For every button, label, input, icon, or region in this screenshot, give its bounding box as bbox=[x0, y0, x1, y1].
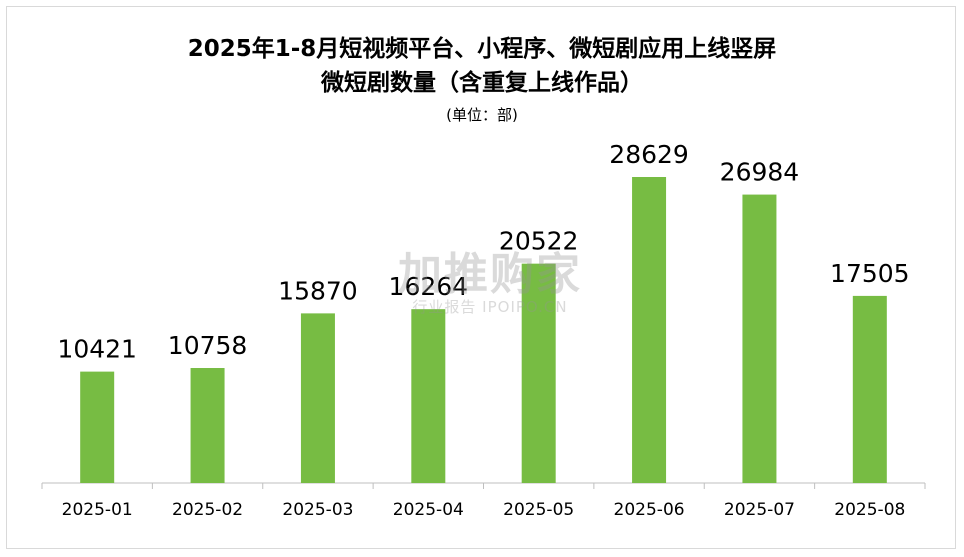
unit-label: (单位：部) bbox=[446, 106, 518, 124]
data-label: 15870 bbox=[278, 276, 358, 305]
x-tick-label: 2025-08 bbox=[834, 500, 905, 520]
data-label: 28629 bbox=[609, 140, 689, 169]
data-label: 20522 bbox=[499, 227, 579, 256]
chart-title-line1: 2025年1-8月短视频平台、小程序、微短剧应用上线竖屏 bbox=[187, 36, 777, 62]
bar-2025-05 bbox=[521, 263, 556, 483]
x-tick-label: 2025-05 bbox=[503, 500, 574, 520]
x-tick-label: 2025-02 bbox=[172, 500, 243, 520]
x-tick-label: 2025-01 bbox=[62, 500, 133, 520]
data-label: 10421 bbox=[57, 335, 137, 364]
data-label: 10758 bbox=[168, 331, 248, 360]
x-tick-label: 2025-03 bbox=[282, 500, 353, 520]
bar-2025-04 bbox=[411, 309, 446, 483]
chart-title-line2: 微短剧数量（含重复上线作品） bbox=[321, 70, 643, 96]
bar-2025-03 bbox=[300, 313, 335, 483]
data-label: 17505 bbox=[830, 259, 910, 288]
bar-2025-08 bbox=[852, 295, 887, 483]
bar-2025-01 bbox=[80, 371, 115, 483]
data-label: 26984 bbox=[720, 158, 800, 187]
bar-2025-02 bbox=[190, 368, 225, 483]
bar-2025-07 bbox=[742, 194, 777, 483]
x-tick-label: 2025-04 bbox=[393, 500, 464, 520]
x-tick-label: 2025-07 bbox=[724, 500, 795, 520]
x-tick-label: 2025-06 bbox=[614, 500, 685, 520]
bar-2025-06 bbox=[632, 177, 667, 483]
chart-frame bbox=[6, 6, 956, 549]
data-label: 16264 bbox=[389, 272, 469, 301]
